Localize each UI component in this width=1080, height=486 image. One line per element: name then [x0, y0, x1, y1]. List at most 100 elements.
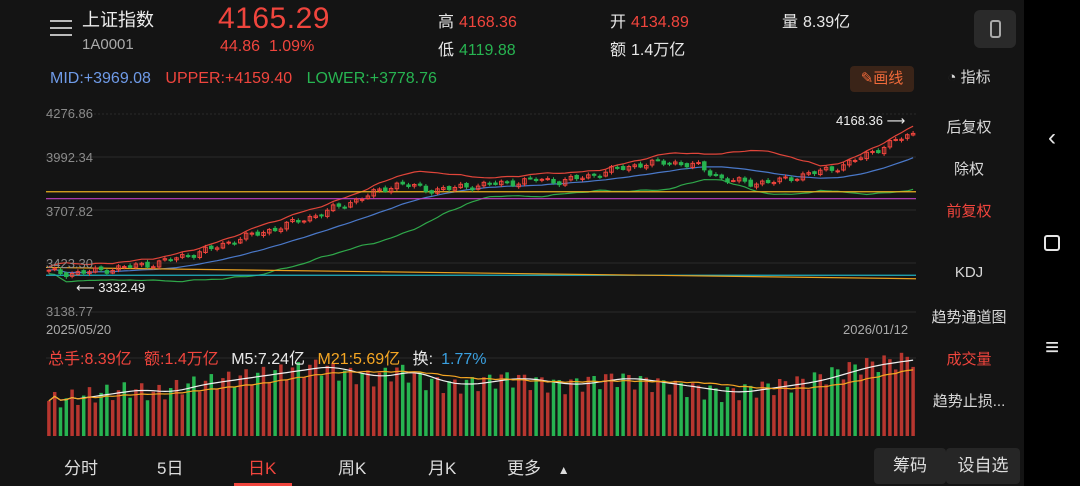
candle-body	[812, 171, 817, 175]
candle-body	[267, 228, 272, 234]
volume-bar	[644, 377, 649, 436]
volume-bar	[128, 397, 132, 436]
stat-low: 低 4119.88	[438, 42, 516, 59]
volume-bar	[348, 367, 353, 436]
candle-body	[406, 184, 411, 187]
side-item-post-adjust[interactable]: 后复权	[946, 119, 992, 136]
volume-bar	[632, 389, 637, 436]
recents-icon[interactable]: ≡	[1044, 334, 1059, 361]
volume-bar	[667, 394, 672, 436]
stat-open: 开 4134.89	[610, 14, 689, 31]
candle-body	[46, 269, 52, 272]
side-item-volume[interactable]: 成交量	[946, 351, 992, 368]
volume-bar	[661, 380, 666, 436]
volume-bar	[302, 376, 306, 436]
candle-body	[591, 173, 597, 176]
side-item-trend-stop[interactable]: 趋势止损...	[932, 393, 1006, 410]
back-icon[interactable]: ‹	[1048, 124, 1056, 151]
m5-value: M5:7.24亿	[231, 351, 306, 368]
kline-chart[interactable]	[0, 96, 924, 436]
candle-body	[383, 187, 388, 193]
candle-body	[313, 215, 318, 218]
volume-bar	[163, 399, 167, 436]
candle-body	[127, 265, 133, 268]
candle-body	[151, 266, 156, 269]
volume-bar	[534, 377, 538, 436]
candle-body	[319, 214, 324, 217]
lower-value: LOWER:+3778.76	[306, 70, 437, 87]
volume-bar	[899, 352, 904, 436]
volume-bar	[760, 381, 765, 436]
volume-bar	[215, 389, 219, 436]
candle-body	[493, 182, 498, 185]
volume-bar	[888, 359, 892, 436]
indicator-settings[interactable]: ◔ 指标	[947, 69, 991, 86]
candle-body	[557, 181, 562, 186]
volume-bar	[627, 374, 631, 436]
menu-icon[interactable]	[50, 20, 72, 40]
volume-bar	[464, 379, 469, 436]
volume-bar	[81, 395, 86, 436]
volume-bar	[168, 388, 173, 436]
volume-bar	[557, 379, 562, 436]
chips-button[interactable]: 筹码	[874, 448, 946, 484]
tab-more[interactable]: 更多 ▲	[507, 459, 570, 478]
candle-body	[678, 162, 684, 166]
price-change: 44.86 1.09%	[220, 38, 314, 56]
side-item-kdj[interactable]: KDJ	[954, 264, 984, 281]
volume-bar	[580, 391, 585, 436]
candle-body	[441, 187, 446, 191]
home-icon[interactable]	[1038, 228, 1066, 256]
volume-bar	[859, 374, 863, 436]
candle-body	[528, 177, 533, 180]
volume-bar	[708, 385, 712, 436]
volume-bar	[679, 382, 683, 436]
volume-bar	[319, 375, 324, 436]
volume-bar	[371, 386, 376, 436]
y-tick-3: 3707.82	[46, 204, 93, 219]
volume-bar	[47, 400, 51, 436]
candle-body	[174, 257, 179, 261]
candle-body	[464, 182, 469, 188]
open-value: 4134.89	[631, 14, 689, 31]
volume-bar	[598, 389, 602, 436]
tab-5day[interactable]: 5日	[157, 459, 184, 478]
volume-bar	[360, 373, 364, 436]
volume-bar	[905, 356, 910, 436]
candle-body	[876, 150, 881, 154]
volume-bar	[58, 407, 63, 436]
tab-intraday[interactable]: 分时	[64, 459, 98, 478]
draw-line-button[interactable]: ✎画线	[850, 66, 914, 92]
candle-body	[858, 157, 864, 160]
add-watchlist-button[interactable]: 设自选	[946, 448, 1020, 484]
volume-bar	[400, 364, 405, 436]
amount-value: 1.4万亿	[631, 42, 686, 59]
volume-bar	[238, 375, 243, 436]
candle-body	[261, 231, 266, 236]
candle-body	[777, 177, 782, 183]
volume-bar	[603, 374, 608, 436]
side-item-trend-channel[interactable]: 趋势通道图	[931, 309, 1007, 326]
candle-body	[232, 242, 237, 245]
candle-body	[887, 140, 893, 148]
side-item-ex-rights[interactable]: 除权	[953, 161, 984, 178]
volume-bar	[418, 372, 422, 436]
candle-body	[487, 182, 492, 185]
candle-body	[731, 180, 736, 183]
tab-weekly-k[interactable]: 周K	[338, 459, 367, 478]
tab-monthly-k[interactable]: 月K	[428, 459, 457, 478]
tab-daily-k[interactable]: 日K	[248, 459, 277, 478]
volume-bar	[882, 355, 886, 436]
candle-body	[626, 165, 632, 171]
volume-bar	[743, 384, 747, 436]
candle-body	[829, 166, 835, 171]
landscape-toggle-button[interactable]	[974, 10, 1016, 48]
candle-body	[632, 164, 637, 168]
volume-bar	[702, 399, 707, 436]
candle-body	[301, 220, 307, 223]
candle-body	[458, 183, 463, 189]
candle-body	[725, 178, 730, 183]
side-item-pre-adjust[interactable]: 前复权	[946, 203, 992, 220]
volume-bar	[777, 378, 782, 436]
candle-body	[713, 174, 719, 177]
